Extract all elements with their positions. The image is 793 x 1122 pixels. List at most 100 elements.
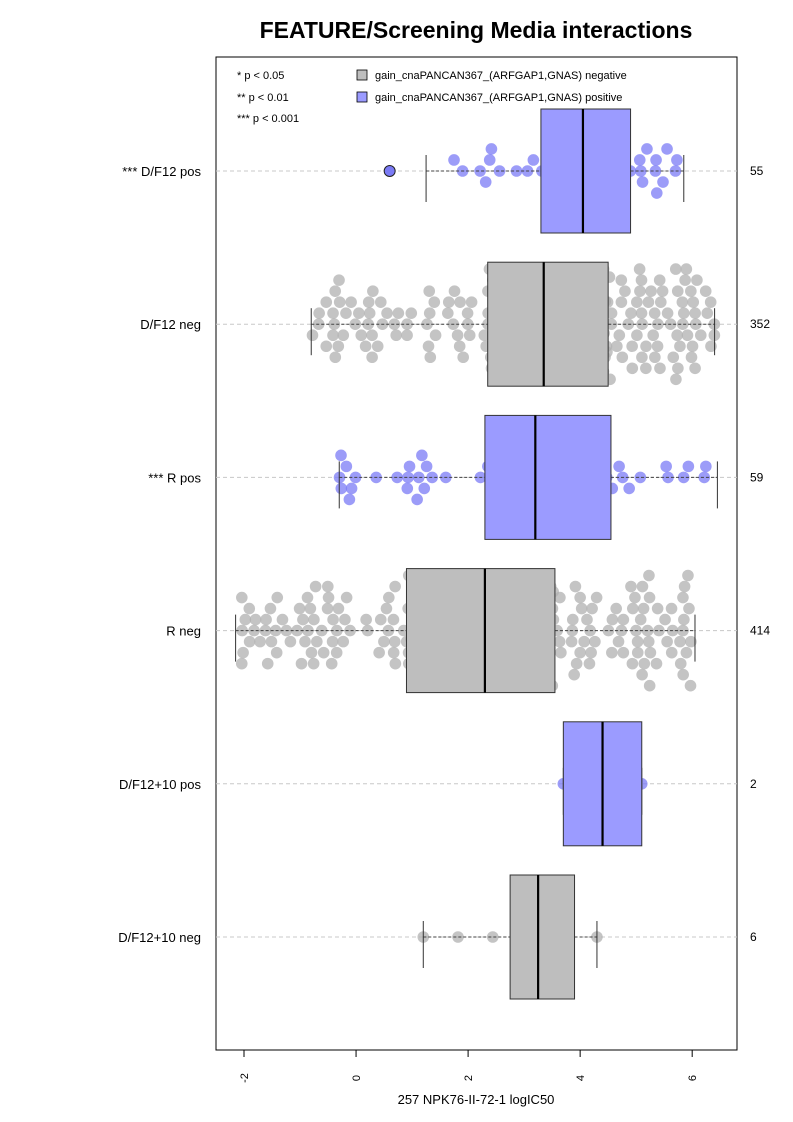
data-point (474, 165, 486, 177)
data-point (574, 591, 586, 604)
data-point (442, 307, 454, 319)
sig-legend-3: *** p < 0.001 (237, 113, 299, 125)
data-point (659, 613, 671, 626)
data-point (401, 482, 414, 495)
x-axis-label: 257 NPK76-II-72-1 logIC50 (398, 1092, 555, 1107)
group-counts: 55 352 59 414 2 6 (750, 164, 770, 944)
sig-legend-2: ** p < 0.01 (237, 92, 289, 104)
data-point (574, 646, 586, 659)
data-point (337, 329, 350, 342)
data-point (654, 296, 667, 308)
data-point (387, 646, 400, 659)
data-point (243, 602, 256, 615)
data-point (424, 351, 437, 364)
data-point (389, 580, 401, 593)
data-point (650, 657, 663, 670)
data-point (602, 624, 615, 637)
data-point (333, 274, 345, 286)
data-point (656, 285, 669, 297)
data-point (626, 340, 638, 353)
data-point (638, 657, 651, 670)
data-point (637, 602, 650, 615)
data-point (236, 591, 248, 604)
data-point (585, 646, 597, 659)
data-point (335, 449, 347, 462)
data-point (239, 613, 252, 626)
data-point (645, 285, 657, 297)
data-point (387, 613, 400, 626)
data-point (705, 340, 717, 353)
data-point (260, 613, 272, 626)
data-point (636, 580, 649, 593)
data-point (264, 602, 277, 615)
data-point (465, 296, 478, 308)
data-point (340, 307, 352, 319)
data-point (636, 351, 648, 364)
data-point (636, 668, 648, 681)
x-axis: -2 0 2 4 6 (239, 1049, 699, 1083)
data-point (665, 602, 678, 615)
data-point (569, 580, 582, 593)
data-point (325, 657, 338, 670)
data-point (297, 613, 309, 626)
data-point (401, 329, 413, 342)
data-point (625, 580, 637, 593)
data-point (650, 154, 662, 166)
group-count: 6 (750, 930, 757, 944)
data-point (423, 285, 436, 297)
data-point (617, 646, 630, 659)
data-point (295, 657, 308, 670)
data-point (631, 646, 644, 659)
data-point (649, 165, 662, 177)
data-point (631, 329, 643, 342)
data-point (374, 296, 387, 308)
data-point (685, 285, 697, 297)
data-point (650, 187, 663, 199)
data-point (678, 580, 691, 593)
data-point (613, 460, 625, 473)
data-point (345, 482, 358, 495)
data-point (626, 362, 639, 375)
grid-lines (216, 170, 737, 938)
data-point (674, 340, 686, 353)
data-point (378, 635, 390, 648)
data-point (359, 340, 372, 353)
data-point (691, 274, 703, 286)
data-point (615, 296, 628, 308)
box (540, 108, 632, 234)
data-point (345, 296, 357, 308)
data-point (304, 602, 317, 615)
data-points (235, 121, 721, 943)
legend-entry-positive: gain_cnaPANCAN367_(ARFGAP1,GNAS) positiv… (375, 92, 622, 104)
data-point (403, 460, 416, 473)
data-point (363, 307, 376, 319)
legend-entry-negative: gain_cnaPANCAN367_(ARFGAP1,GNAS) negativ… (375, 70, 627, 82)
data-point (633, 263, 646, 275)
chart-title: FEATURE/Screening Media interactions (260, 17, 693, 43)
data-point (355, 329, 368, 342)
x-tick-label: 6 (687, 1075, 699, 1081)
data-point (640, 340, 652, 353)
data-point (321, 602, 334, 615)
data-point (617, 613, 630, 626)
data-point (685, 635, 697, 648)
box (484, 414, 612, 540)
data-point (527, 154, 540, 166)
data-point (671, 154, 683, 166)
data-point (322, 580, 334, 593)
data-point (605, 307, 618, 319)
data-point (366, 329, 378, 342)
x-tick-label: 4 (575, 1075, 587, 1081)
data-point (332, 602, 345, 615)
data-point (390, 329, 403, 342)
data-point (681, 329, 694, 342)
data-point (701, 307, 714, 319)
group-label: D/F12 neg (140, 317, 201, 332)
group-count: 59 (750, 470, 764, 484)
data-point (254, 635, 266, 648)
data-point (635, 274, 648, 286)
data-point (606, 613, 619, 626)
data-point (329, 351, 342, 364)
data-point (478, 329, 491, 342)
